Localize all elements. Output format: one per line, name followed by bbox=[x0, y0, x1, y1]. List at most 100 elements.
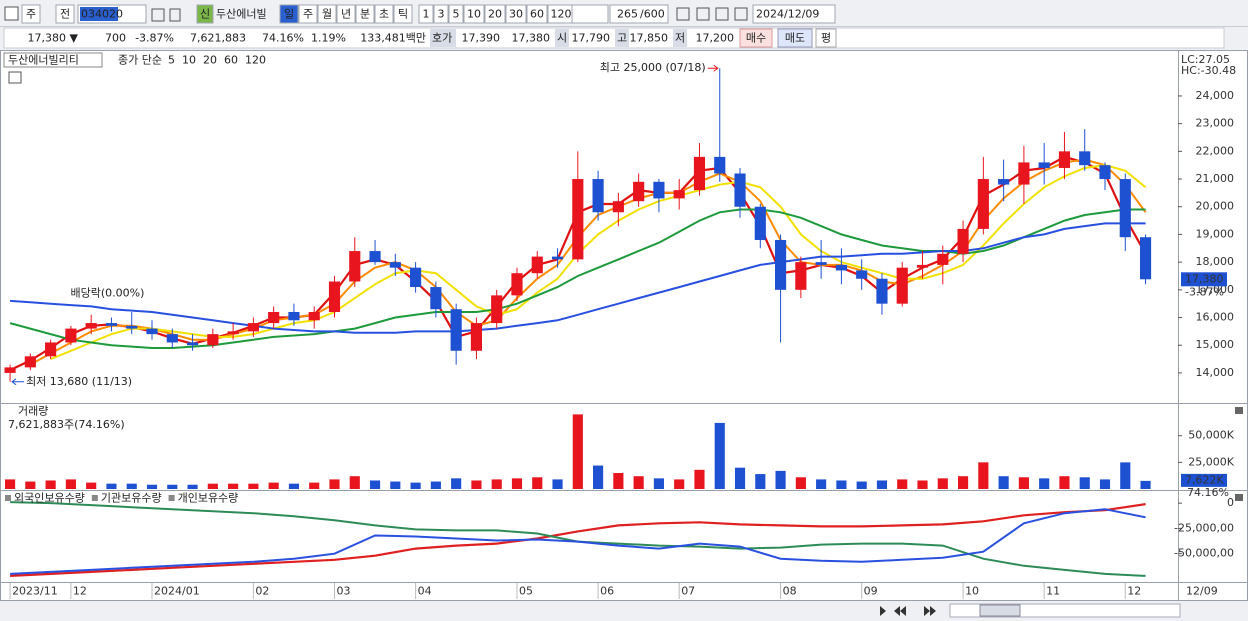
volume-bar bbox=[694, 469, 705, 489]
candle-body bbox=[430, 287, 442, 310]
button-label: 년 bbox=[341, 8, 351, 21]
candle-body bbox=[126, 325, 138, 329]
volume-bar bbox=[978, 462, 989, 489]
candle-body bbox=[916, 264, 929, 268]
scroll-thumb[interactable] bbox=[979, 604, 1021, 617]
code: 034020 bbox=[81, 8, 123, 21]
count-box[interactable] bbox=[609, 4, 669, 24]
button[interactable] bbox=[418, 4, 434, 24]
volume-bar bbox=[511, 478, 523, 489]
amount: 133,481백만 bbox=[360, 32, 426, 45]
volume-bar bbox=[451, 478, 462, 489]
candle-body bbox=[998, 179, 1010, 185]
y-tick-label: 20,000 bbox=[1196, 200, 1235, 213]
button[interactable] bbox=[505, 4, 527, 24]
x-tick-label: 06 bbox=[600, 585, 614, 598]
panel-summary: 7,621,883주(74.16%) bbox=[8, 418, 125, 431]
volume-bar bbox=[106, 483, 117, 489]
button[interactable] bbox=[336, 4, 356, 24]
volume-bar bbox=[572, 414, 583, 489]
candle-body bbox=[85, 323, 97, 329]
panel-close[interactable] bbox=[1235, 407, 1243, 414]
volume-bar bbox=[430, 481, 441, 489]
line-series bbox=[10, 222, 1146, 334]
button-label: 3 bbox=[438, 8, 445, 21]
button-label: 60 bbox=[530, 8, 544, 21]
volume-bar bbox=[491, 479, 502, 489]
volume-bar bbox=[45, 480, 56, 489]
scroll-arrows[interactable] bbox=[880, 606, 936, 616]
open-label: 시 bbox=[557, 32, 567, 45]
volume-bar bbox=[390, 481, 401, 489]
button[interactable] bbox=[526, 4, 548, 24]
search-icons[interactable] bbox=[151, 8, 181, 22]
buy-button[interactable] bbox=[739, 28, 773, 48]
button[interactable] bbox=[55, 4, 75, 24]
button-label: 전 bbox=[60, 8, 70, 21]
line-series bbox=[9, 208, 1146, 349]
tool-icons[interactable] bbox=[676, 7, 748, 21]
current-tag bbox=[1181, 473, 1227, 487]
x-tick-label: 05 bbox=[519, 585, 533, 598]
legend-entry: 20 bbox=[203, 54, 217, 67]
button[interactable] bbox=[196, 4, 214, 24]
button[interactable] bbox=[484, 4, 506, 24]
y-tick-label: 0 bbox=[1227, 496, 1234, 509]
grid-icon[interactable] bbox=[8, 71, 22, 84]
button[interactable] bbox=[374, 4, 394, 24]
high-note: 최고 25,000 (07/18) bbox=[600, 61, 706, 74]
candle-body bbox=[815, 262, 827, 265]
candle-body bbox=[389, 262, 401, 268]
y-tick-label: 19,000 bbox=[1196, 227, 1235, 240]
y-tick-label: 22,000 bbox=[1196, 144, 1235, 157]
avg-button[interactable] bbox=[815, 28, 837, 48]
menu-icon[interactable] bbox=[4, 6, 19, 21]
button[interactable] bbox=[393, 4, 413, 24]
x-tick-label: 12 bbox=[73, 585, 87, 598]
candle-body bbox=[247, 323, 259, 332]
button[interactable] bbox=[279, 4, 299, 24]
candle-body bbox=[1058, 151, 1071, 168]
button[interactable] bbox=[433, 4, 449, 24]
volume-bar bbox=[552, 479, 563, 489]
panel-close[interactable] bbox=[1235, 494, 1243, 501]
candle-body bbox=[795, 262, 807, 290]
low: 17,200 bbox=[696, 32, 735, 45]
volume-bar bbox=[65, 479, 76, 489]
candle-body bbox=[835, 264, 847, 271]
candle-body bbox=[775, 239, 787, 290]
button[interactable] bbox=[355, 4, 375, 24]
legend-entry: 120 bbox=[245, 54, 266, 67]
count-input[interactable] bbox=[571, 4, 609, 24]
candle-body bbox=[856, 270, 868, 279]
open-label-bg bbox=[555, 29, 569, 47]
button-label: 주 bbox=[303, 8, 313, 21]
candle-body bbox=[612, 201, 624, 213]
button[interactable] bbox=[463, 4, 485, 24]
legend-swatch bbox=[168, 495, 175, 501]
y-tick-label: -25,000,00 bbox=[1174, 521, 1234, 534]
button[interactable] bbox=[448, 4, 464, 24]
candle-body bbox=[1119, 179, 1131, 238]
button[interactable] bbox=[298, 4, 318, 24]
stock-name: 두산에너빌 bbox=[216, 8, 267, 21]
volume-bar bbox=[795, 477, 806, 489]
y-tick-label: 15,000 bbox=[1196, 338, 1235, 351]
volume-bar bbox=[897, 479, 908, 489]
sell-button[interactable] bbox=[777, 28, 813, 48]
candle-body bbox=[937, 253, 949, 265]
date-input[interactable] bbox=[752, 4, 836, 24]
button-label: 주 bbox=[26, 8, 36, 21]
current-change: -3.87% bbox=[1185, 285, 1224, 298]
volume-bar bbox=[998, 476, 1009, 489]
open: 17,790 bbox=[572, 32, 611, 45]
button[interactable] bbox=[21, 4, 41, 24]
button[interactable] bbox=[317, 4, 337, 24]
y-tick-label: 16,000 bbox=[1196, 311, 1235, 324]
y-tick-label: 50,000K bbox=[1188, 429, 1234, 442]
y-tick-label: 18,000 bbox=[1196, 255, 1235, 268]
chart-name: 두산에너빌리티 bbox=[8, 54, 79, 67]
volume-bar bbox=[25, 481, 36, 489]
candle-body bbox=[45, 342, 57, 357]
x-tick-label: 07 bbox=[681, 585, 695, 598]
